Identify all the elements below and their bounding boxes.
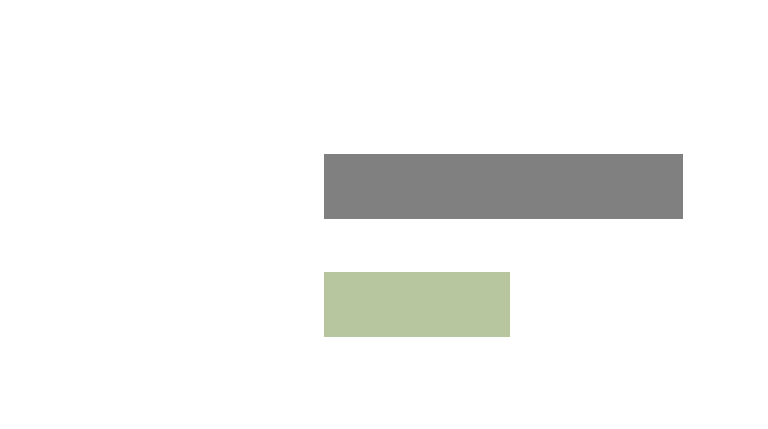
green-block [324,272,510,337]
gray-block [324,154,683,219]
